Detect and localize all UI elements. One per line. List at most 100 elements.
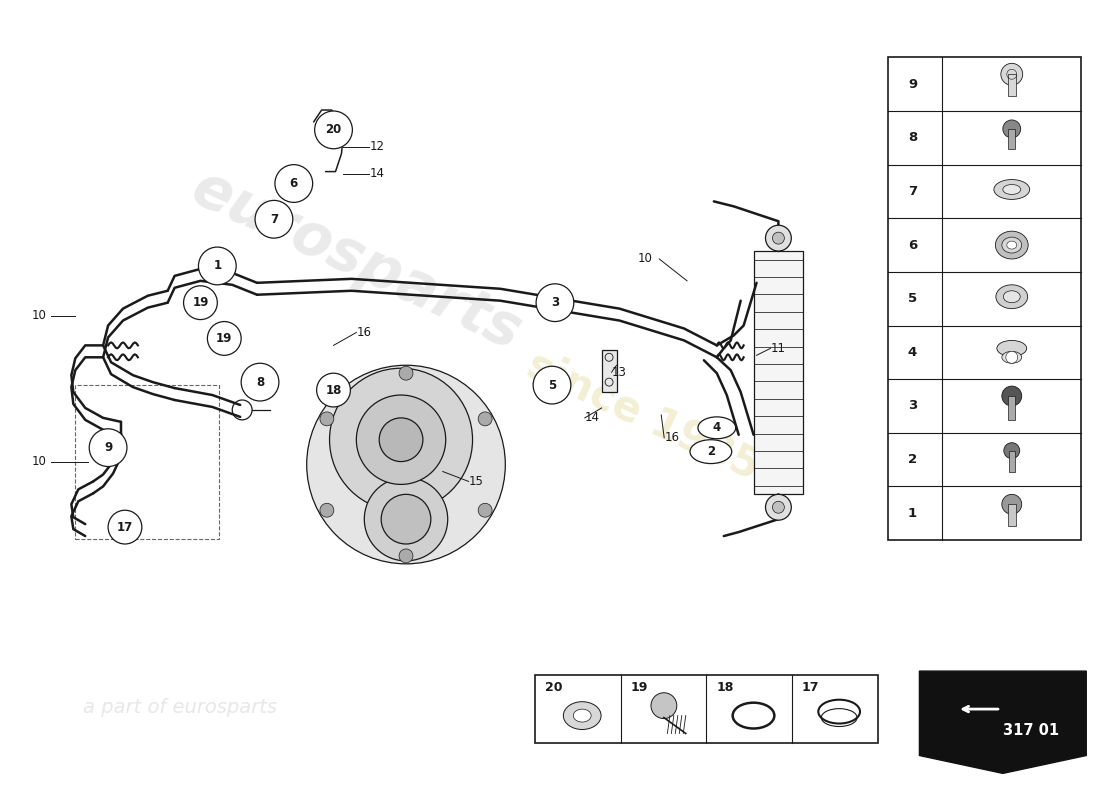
Ellipse shape	[1003, 290, 1020, 302]
Circle shape	[364, 478, 448, 561]
Text: 17: 17	[117, 521, 133, 534]
Bar	[1009, 450, 1014, 473]
Text: 1: 1	[213, 259, 221, 273]
Circle shape	[651, 693, 676, 718]
Text: 4: 4	[713, 422, 721, 434]
Circle shape	[379, 418, 422, 462]
Circle shape	[766, 226, 791, 251]
Text: 9: 9	[908, 78, 917, 90]
Text: 2: 2	[908, 453, 917, 466]
Text: 3: 3	[551, 296, 559, 309]
Text: eurosparts: eurosparts	[183, 160, 530, 362]
Text: 8: 8	[908, 131, 917, 144]
Text: a part of eurosparts: a part of eurosparts	[84, 698, 277, 717]
Circle shape	[766, 494, 791, 520]
Text: 5: 5	[548, 378, 557, 392]
Circle shape	[320, 412, 333, 426]
Text: 16: 16	[664, 431, 679, 444]
Text: 7: 7	[908, 185, 917, 198]
Circle shape	[255, 200, 293, 238]
Circle shape	[1002, 386, 1022, 406]
Ellipse shape	[1002, 237, 1022, 253]
Text: 14: 14	[585, 411, 600, 424]
Circle shape	[399, 549, 412, 563]
Circle shape	[356, 395, 446, 485]
Text: 14: 14	[370, 167, 384, 180]
Circle shape	[399, 366, 412, 380]
Circle shape	[317, 373, 351, 407]
Bar	[1008, 74, 1015, 96]
Circle shape	[330, 368, 473, 511]
Text: 20: 20	[326, 123, 342, 136]
Circle shape	[89, 429, 127, 466]
Text: 18: 18	[716, 682, 734, 694]
Circle shape	[1002, 494, 1022, 514]
Text: 11: 11	[770, 342, 785, 355]
Ellipse shape	[1003, 185, 1021, 194]
Bar	[1009, 396, 1015, 420]
Bar	[1008, 504, 1015, 526]
Text: 19: 19	[216, 332, 232, 345]
Text: 10: 10	[32, 309, 46, 322]
Circle shape	[275, 165, 312, 202]
Bar	[602, 350, 616, 392]
Text: 6: 6	[908, 238, 917, 251]
Text: 4: 4	[908, 346, 917, 359]
Circle shape	[534, 366, 571, 404]
Ellipse shape	[1006, 241, 1016, 249]
Text: 13: 13	[612, 366, 626, 378]
Circle shape	[184, 286, 218, 319]
Circle shape	[1004, 442, 1020, 458]
Text: 317 01: 317 01	[1002, 722, 1058, 738]
Bar	[75, 385, 219, 539]
Ellipse shape	[996, 231, 1028, 259]
Text: 9: 9	[104, 441, 112, 454]
Text: 20: 20	[544, 682, 562, 694]
Text: 16: 16	[356, 326, 372, 339]
Ellipse shape	[307, 366, 505, 564]
Text: 18: 18	[326, 383, 342, 397]
Text: 10: 10	[32, 455, 46, 468]
Circle shape	[208, 322, 241, 355]
Circle shape	[772, 232, 784, 244]
Ellipse shape	[1002, 351, 1022, 363]
Circle shape	[1005, 351, 1018, 363]
Circle shape	[1003, 120, 1021, 138]
Text: 10: 10	[637, 253, 652, 266]
Text: 1: 1	[908, 506, 917, 520]
Text: 8: 8	[256, 376, 264, 389]
Circle shape	[478, 503, 492, 517]
Text: 17: 17	[802, 682, 820, 694]
Ellipse shape	[690, 440, 732, 463]
Ellipse shape	[996, 285, 1027, 309]
Text: 15: 15	[469, 475, 483, 488]
Bar	[1009, 129, 1015, 149]
Ellipse shape	[994, 179, 1030, 199]
Circle shape	[772, 502, 784, 514]
Circle shape	[315, 111, 352, 149]
Circle shape	[320, 503, 333, 517]
Circle shape	[1001, 63, 1023, 86]
Text: 2: 2	[707, 445, 715, 458]
Text: 12: 12	[370, 140, 384, 154]
Polygon shape	[920, 671, 1086, 774]
Ellipse shape	[573, 709, 591, 722]
Text: 7: 7	[270, 213, 278, 226]
Text: since 1985: since 1985	[520, 344, 766, 489]
Circle shape	[198, 247, 236, 285]
Bar	[754, 251, 803, 494]
Bar	[888, 58, 1081, 540]
Text: 6: 6	[289, 177, 298, 190]
Circle shape	[241, 363, 279, 401]
Text: 5: 5	[908, 292, 917, 306]
Text: 19: 19	[192, 296, 209, 309]
Bar	[535, 675, 878, 742]
Text: 3: 3	[908, 399, 917, 413]
Text: 19: 19	[630, 682, 648, 694]
Circle shape	[327, 125, 337, 135]
Circle shape	[108, 510, 142, 544]
Ellipse shape	[563, 702, 601, 730]
Circle shape	[536, 284, 574, 322]
Ellipse shape	[997, 341, 1026, 356]
Circle shape	[478, 412, 492, 426]
